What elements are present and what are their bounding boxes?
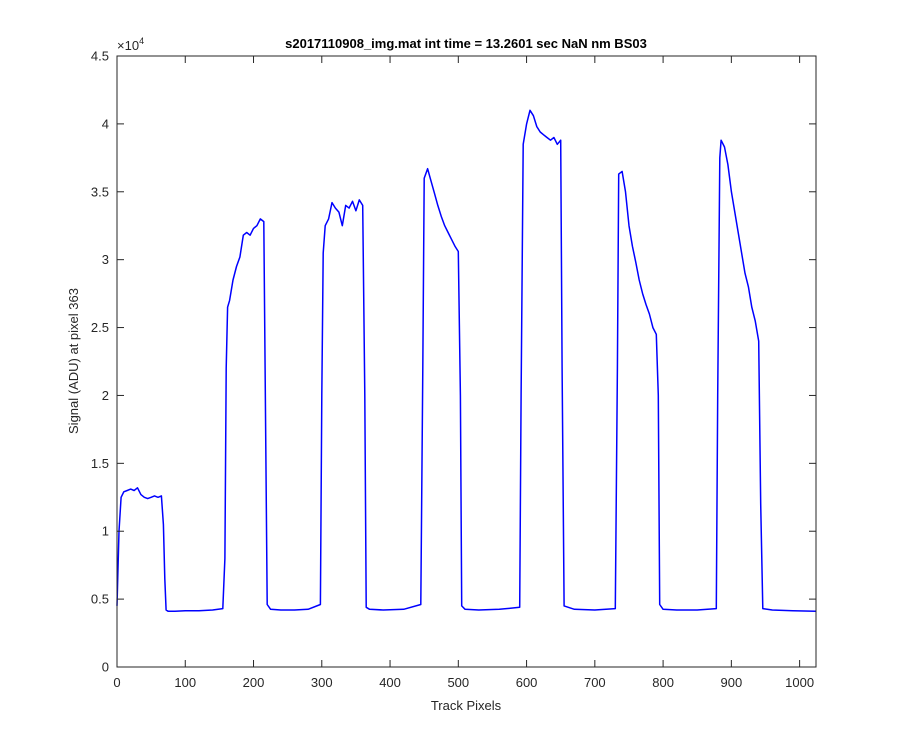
x-tick-label: 900 — [721, 675, 743, 690]
y-tick-label: 0 — [102, 660, 109, 675]
x-tick-label: 400 — [379, 675, 401, 690]
x-axis-label: Track Pixels — [431, 698, 502, 713]
y-tick-label: 0.5 — [91, 592, 109, 607]
y-tick-label: 3.5 — [91, 184, 109, 199]
y-axis-label: Signal (ADU) at pixel 363 — [66, 288, 81, 434]
series-line-0 — [116, 109, 817, 613]
y-tick-label: 4.5 — [91, 49, 109, 64]
x-tick-label: 100 — [174, 675, 196, 690]
x-tick-label: 600 — [516, 675, 538, 690]
y-tick-label: 2.5 — [91, 320, 109, 335]
plot-area — [117, 56, 816, 667]
y-exponent-label: ×104 — [117, 36, 144, 53]
series-layer — [116, 109, 817, 613]
y-tick-label: 1.5 — [91, 456, 109, 471]
x-tick-label: 500 — [447, 675, 469, 690]
y-tick-label: 4 — [102, 116, 109, 131]
axes-box — [116, 55, 817, 668]
y-tick-label: 2 — [102, 388, 109, 403]
x-axis: 0 100 200 300 400 500 600 700 800 900 1000 — [113, 56, 814, 690]
x-tick-label: 0 — [113, 675, 120, 690]
y-tick-label: 3 — [102, 252, 109, 267]
y-tick-label: 1 — [102, 524, 109, 539]
x-tick-label: 700 — [584, 675, 606, 690]
chart-title: s2017110908_img.mat int time = 13.2601 s… — [285, 36, 647, 51]
x-tick-label: 200 — [243, 675, 265, 690]
y-exponent-power: 4 — [139, 36, 144, 46]
x-tick-label: 1000 — [785, 675, 814, 690]
x-tick-label: 800 — [652, 675, 674, 690]
y-exponent-base: ×10 — [117, 38, 139, 53]
y-axis: 0 0.5 1 1.5 2 2.5 3 3.5 4 4.5 — [91, 49, 816, 675]
x-tick-label: 300 — [311, 675, 333, 690]
